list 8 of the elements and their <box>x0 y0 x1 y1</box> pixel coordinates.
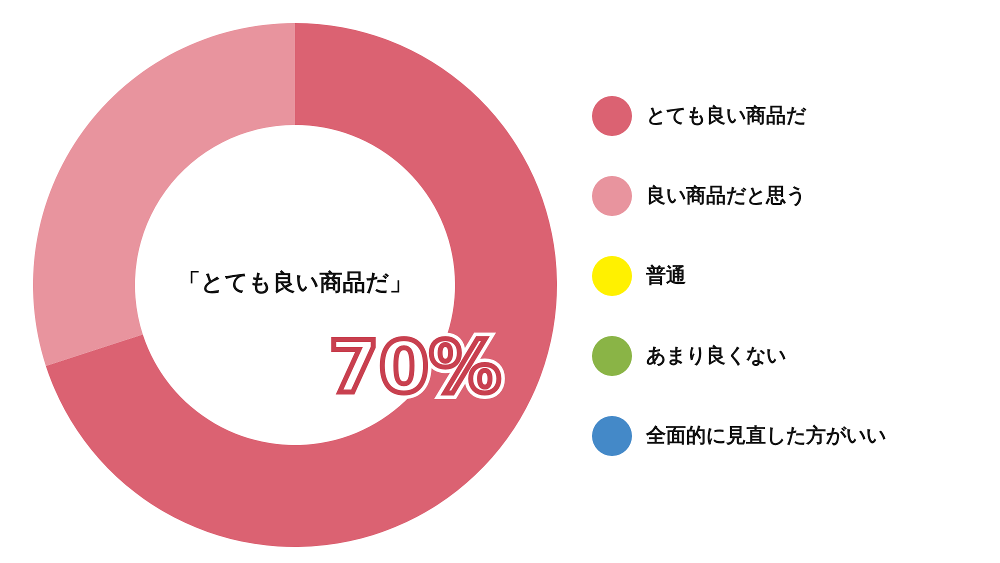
legend-label: あまり良くない <box>646 343 786 367</box>
donut-slice <box>34 23 295 366</box>
text: 「とても良い商品だ」 <box>178 269 412 296</box>
legend-label: とても良い商品だ <box>646 103 807 127</box>
legend-label: 良い商品だと思う <box>646 183 806 207</box>
legend-label: 普通 <box>645 263 686 287</box>
legend-label: 全面的に見直した方がいい <box>645 423 886 447</box>
donut-slice <box>46 23 557 547</box>
